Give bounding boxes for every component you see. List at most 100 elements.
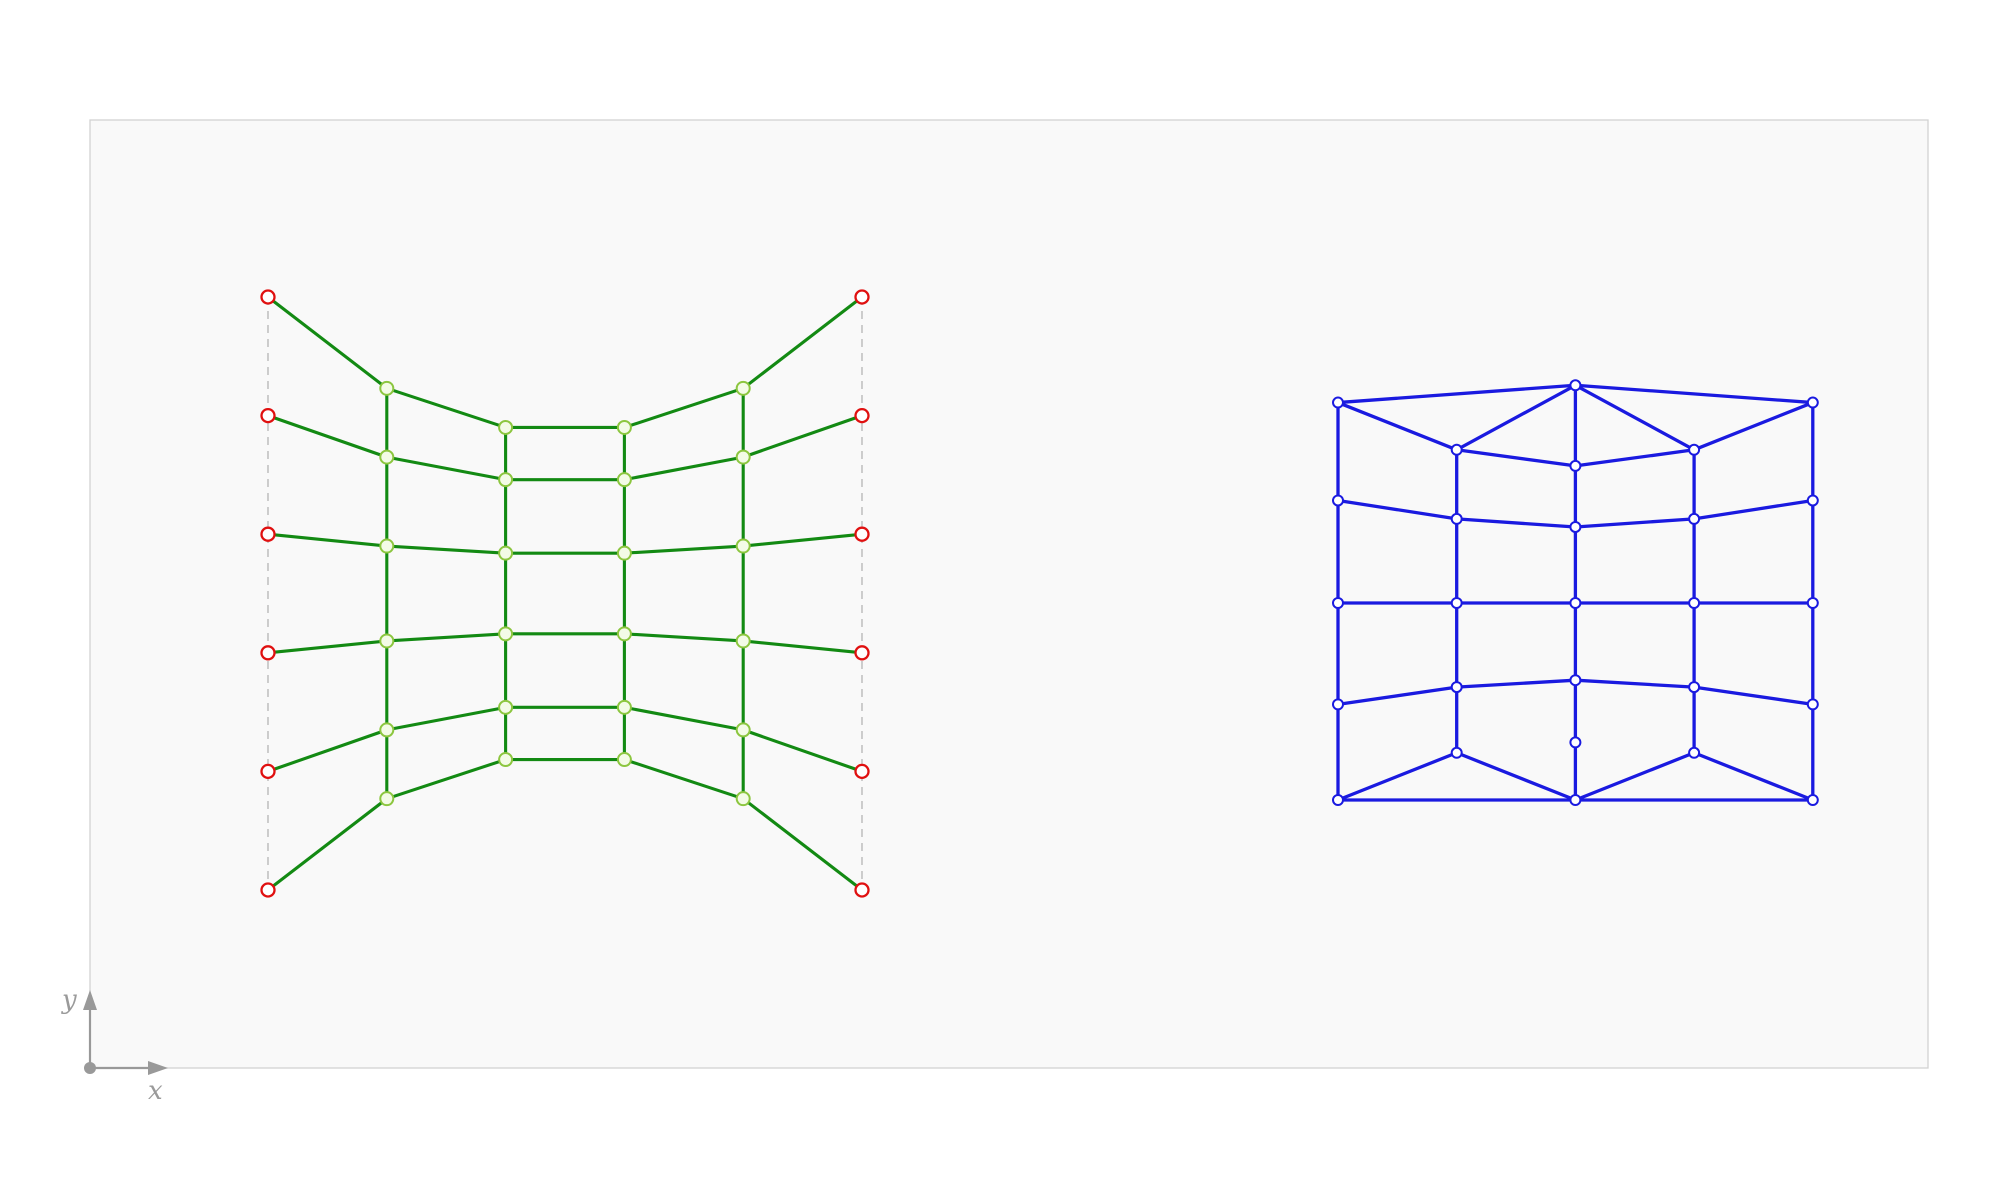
force-edge bbox=[1692, 685, 1815, 707]
force-node[interactable] bbox=[1688, 443, 1701, 456]
force-edge bbox=[1455, 517, 1578, 529]
form-edge bbox=[622, 757, 745, 801]
free-node[interactable] bbox=[498, 419, 514, 435]
free-node[interactable] bbox=[379, 449, 395, 465]
free-node[interactable] bbox=[379, 380, 395, 396]
free-node[interactable] bbox=[735, 449, 751, 465]
force-diagram bbox=[1332, 379, 1819, 806]
force-node[interactable] bbox=[1450, 681, 1463, 694]
form-edge bbox=[266, 639, 389, 655]
force-edge bbox=[1336, 498, 1459, 521]
force-node[interactable] bbox=[1332, 396, 1344, 409]
force-node[interactable] bbox=[1450, 746, 1463, 759]
fixed-support-node[interactable] bbox=[260, 526, 276, 542]
force-node[interactable] bbox=[1332, 698, 1344, 711]
force-edge bbox=[1455, 383, 1578, 452]
force-edge bbox=[1336, 400, 1459, 452]
form-edge bbox=[741, 295, 864, 390]
form-edge bbox=[266, 532, 389, 548]
form-diagram bbox=[260, 289, 870, 898]
form-edge bbox=[266, 797, 389, 892]
free-node[interactable] bbox=[735, 791, 751, 807]
form-edge bbox=[385, 386, 508, 430]
force-node[interactable] bbox=[1569, 674, 1582, 687]
form-edge bbox=[622, 544, 745, 555]
free-node[interactable] bbox=[379, 538, 395, 554]
free-node[interactable] bbox=[379, 633, 395, 649]
free-node[interactable] bbox=[379, 791, 395, 807]
force-edge bbox=[1573, 751, 1696, 802]
force-node[interactable] bbox=[1688, 746, 1701, 759]
form-edge bbox=[385, 757, 508, 801]
force-edge bbox=[1573, 678, 1696, 689]
free-node[interactable] bbox=[616, 699, 632, 715]
form-edge bbox=[741, 532, 864, 548]
fixed-support-node[interactable] bbox=[854, 407, 870, 424]
force-node[interactable] bbox=[1569, 459, 1582, 472]
force-edge bbox=[1455, 678, 1578, 689]
form-edge bbox=[622, 455, 745, 482]
force-edges bbox=[1336, 383, 1815, 802]
free-node[interactable] bbox=[616, 752, 632, 768]
force-node[interactable] bbox=[1450, 443, 1463, 456]
form-edge bbox=[622, 632, 745, 643]
x-axis-arrow-icon bbox=[148, 1061, 168, 1075]
diagram-panel bbox=[89, 119, 1929, 1069]
force-node[interactable] bbox=[1569, 736, 1582, 749]
force-edge bbox=[1455, 751, 1578, 802]
force-node[interactable] bbox=[1332, 597, 1344, 610]
free-node[interactable] bbox=[735, 722, 751, 738]
free-node[interactable] bbox=[616, 626, 632, 642]
force-node[interactable] bbox=[1806, 597, 1819, 610]
force-node[interactable] bbox=[1806, 494, 1819, 507]
free-node[interactable] bbox=[735, 380, 751, 396]
force-edge bbox=[1573, 383, 1696, 452]
force-node[interactable] bbox=[1569, 794, 1582, 806]
free-node[interactable] bbox=[498, 626, 514, 642]
free-node[interactable] bbox=[498, 699, 514, 715]
free-node[interactable] bbox=[498, 752, 514, 768]
force-node[interactable] bbox=[1688, 512, 1701, 525]
fixed-support-node[interactable] bbox=[854, 763, 870, 780]
force-edge bbox=[1573, 383, 1815, 405]
form-edge bbox=[385, 455, 508, 482]
fixed-support-node[interactable] bbox=[260, 645, 276, 661]
force-edge bbox=[1692, 751, 1815, 802]
force-node[interactable] bbox=[1450, 512, 1463, 525]
force-node[interactable] bbox=[1569, 520, 1582, 533]
force-node[interactable] bbox=[1688, 681, 1701, 694]
force-node[interactable] bbox=[1806, 396, 1819, 409]
force-node[interactable] bbox=[1332, 794, 1344, 806]
free-node[interactable] bbox=[735, 538, 751, 554]
force-node[interactable] bbox=[1806, 698, 1819, 711]
force-edge bbox=[1573, 448, 1696, 468]
form-edge bbox=[385, 705, 508, 732]
force-node[interactable] bbox=[1450, 597, 1463, 610]
force-node[interactable] bbox=[1569, 597, 1582, 610]
force-node[interactable] bbox=[1332, 494, 1344, 507]
form-edge bbox=[266, 295, 389, 390]
force-node[interactable] bbox=[1569, 379, 1582, 392]
fixed-support-node[interactable] bbox=[854, 526, 870, 542]
force-nodes bbox=[1332, 379, 1819, 806]
free-node[interactable] bbox=[616, 472, 632, 488]
fixed-support-node[interactable] bbox=[854, 882, 870, 898]
fixed-support-node[interactable] bbox=[260, 763, 276, 780]
fixed-support-node[interactable] bbox=[260, 289, 276, 305]
free-node[interactable] bbox=[498, 545, 514, 561]
free-node[interactable] bbox=[379, 722, 395, 738]
free-node[interactable] bbox=[498, 472, 514, 488]
fixed-support-node[interactable] bbox=[260, 882, 276, 898]
force-node[interactable] bbox=[1688, 597, 1701, 610]
free-node[interactable] bbox=[616, 545, 632, 561]
free-node[interactable] bbox=[735, 633, 751, 649]
fixed-support-node[interactable] bbox=[854, 645, 870, 661]
form-edge bbox=[266, 728, 389, 773]
fixed-support-node[interactable] bbox=[854, 289, 870, 305]
fixed-support-node[interactable] bbox=[260, 407, 276, 424]
force-edge bbox=[1336, 751, 1459, 802]
force-node[interactable] bbox=[1806, 794, 1819, 806]
free-node[interactable] bbox=[616, 419, 632, 435]
axis-indicator: x y bbox=[61, 985, 168, 1106]
